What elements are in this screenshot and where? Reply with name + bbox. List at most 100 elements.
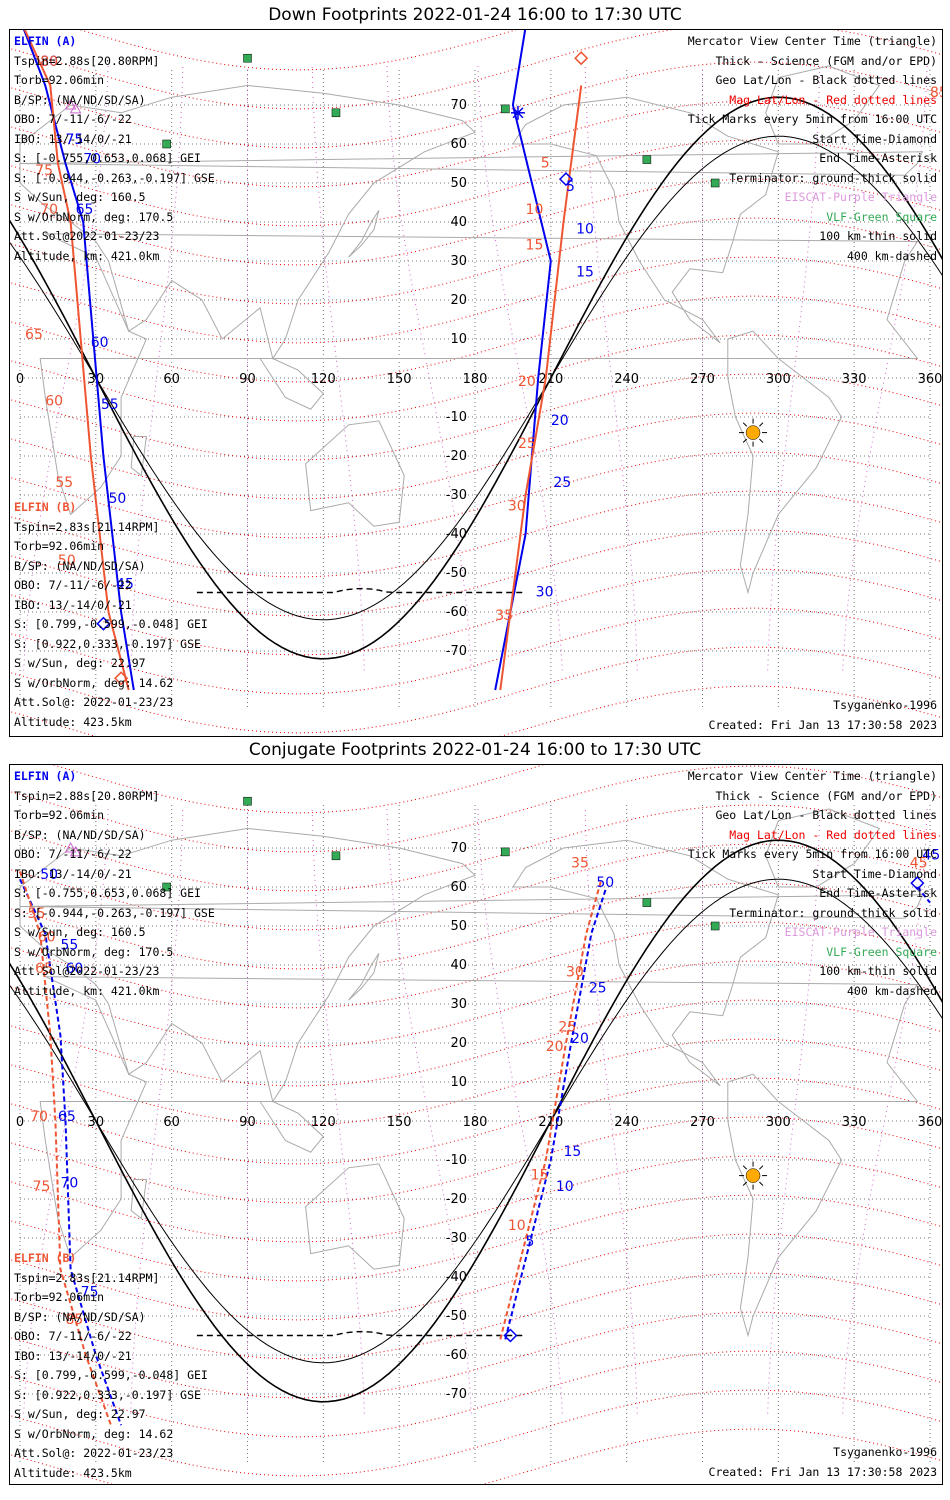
down-footprints-map: 0 30 60 90 120 150 180 210 240 270 300 330 360 70 60 50…	[9, 29, 943, 737]
legend-item: Start Time-Diamond	[812, 866, 937, 881]
mag-parallel	[10, 373, 942, 461]
mag-meridian	[842, 65, 928, 671]
track-a-tick-label: 70	[60, 1175, 78, 1191]
terminator-400km	[196, 1330, 523, 1337]
sun-icon	[745, 1168, 761, 1183]
mag-parallel	[10, 1116, 942, 1204]
coastline	[39, 233, 919, 516]
sun-ray	[759, 438, 764, 443]
lon-tick-label: 60	[163, 1115, 180, 1130]
lat-tick-label: -20	[446, 449, 467, 464]
lat-tick-label: -70	[446, 1387, 467, 1402]
track-b-tick-label: 30	[508, 499, 526, 515]
track-a-tick-label: 10	[556, 1179, 574, 1195]
map-canvas: 0 30 60 90 120 150 180 210 240 270 300 330 360 70 60 50…	[10, 30, 942, 736]
track-a-tick-label: 80	[40, 54, 58, 70]
mag-parallel	[10, 529, 942, 617]
lat-tick-label: 30	[450, 997, 467, 1012]
info-line: Torb=92.06min	[14, 808, 105, 822]
lon-tick-label: 360	[918, 372, 942, 387]
vlf-station-icon	[162, 882, 171, 892]
info-line: IBO: 13/-14/0/-21	[14, 866, 132, 881]
lon-tick-label: 0	[16, 1115, 24, 1130]
legend-item: Tick Marks every 5min from 16:00 UTC	[687, 112, 937, 126]
mag-parallel	[10, 607, 942, 695]
info-line: S w/OrbNorm, deg: 170.5	[14, 944, 174, 959]
mag-meridian	[584, 65, 638, 671]
mag-parallel	[10, 295, 942, 383]
elfin-a-info: ELFIN (A) Tspin=2.88s[20.80RPM] Torb=92.…	[14, 32, 215, 266]
info-line: S: [-0.944,-0.263,-0.197] GSE	[14, 170, 215, 185]
legend-item: 100 km-thin solid	[819, 229, 937, 243]
track-a-tick-label: 45	[922, 848, 940, 864]
info-line: Tspin=2.83s[21.14RPM]	[14, 1270, 160, 1285]
lat-tick-label: -50	[446, 1309, 467, 1324]
mag-meridian	[767, 65, 821, 671]
legend-item: Geo Lat/Lon - Black dotted lines	[715, 73, 937, 87]
coastline	[511, 96, 779, 344]
track-b-left	[23, 30, 130, 691]
sun-ray	[759, 1165, 764, 1170]
legend: Mercator View Center Time (triangle) Thi…	[688, 767, 937, 1001]
track-a-tick-label: 15	[576, 265, 594, 281]
track-b-tick-label: 75	[35, 163, 53, 179]
eiscat-station-icon	[64, 841, 77, 853]
coastline	[19, 84, 476, 360]
legend-item: 100 km-thin solid	[819, 964, 937, 978]
mag-parallel	[10, 1194, 942, 1282]
lon-tick-label: 120	[311, 1115, 336, 1130]
lat-tick-label: 70	[450, 98, 467, 113]
info-line: S w/OrbNorm, deg: 170.5	[14, 209, 174, 224]
lon-tick-label: 150	[387, 372, 412, 387]
elfin-b-info: ELFIN (B) Tspin=2.83s[21.14RPM] Torb=92.…	[14, 1249, 208, 1483]
lon-tick-label: 210	[538, 372, 563, 387]
start-diamond-icon	[503, 1328, 518, 1343]
track-b-tick-label: 60	[38, 930, 56, 946]
vlf-station-icon	[501, 847, 510, 857]
sun-ray	[742, 1165, 748, 1170]
sun-ray	[742, 422, 748, 427]
lon-tick-label: 90	[239, 372, 256, 387]
lon-tick-label: 150	[387, 1115, 412, 1130]
mag-parallel	[10, 1155, 942, 1243]
track-a-tick-label: 50	[596, 875, 614, 891]
info-line: Att.Sol@: 2022-01-23/23	[14, 1446, 174, 1460]
track-a-tick-label: 5	[526, 1234, 535, 1250]
info-line: OBO: 7/-11/-6/-22	[14, 1329, 132, 1343]
track-b-tick-label: 80	[40, 54, 58, 70]
lon-tick-label: 330	[842, 372, 867, 387]
lat-tick-label: -30	[446, 1231, 467, 1246]
mag-parallel	[10, 1311, 942, 1399]
mag-parallel	[10, 334, 942, 422]
lat-tick-label: 70	[450, 841, 467, 856]
lat-tick-label: 50	[450, 919, 467, 934]
track-a-tick-label: 25	[553, 475, 571, 491]
info-line: S: [0.799,-0.599,-0.048] GEI	[14, 1368, 208, 1382]
vlf-station-icon	[710, 921, 720, 931]
lon-tick-label: 30	[88, 1115, 105, 1130]
legend-item: Thick - Science (FGM and/or EPD)	[715, 788, 937, 803]
lat-tick-label: 40	[450, 958, 467, 973]
vlf-station-icon	[331, 851, 341, 861]
lon-tick-label: 180	[463, 372, 488, 387]
track-b-tick-label: 30	[566, 965, 584, 981]
track-b-tick-label: 5	[541, 155, 550, 171]
legend-item: 400 km-dashed	[846, 983, 937, 998]
start-diamond-icon	[558, 172, 574, 187]
mag-parallel	[10, 490, 942, 578]
panel-title: Down Footprints 2022-01-24 16:00 to 17:3…	[268, 5, 682, 25]
eiscat-station-icon	[64, 98, 77, 110]
coastline	[765, 808, 881, 888]
terminator-100km	[10, 878, 942, 1364]
legend-item: Terminator: ground-thick solid	[729, 905, 937, 920]
track-a-left	[19, 878, 123, 1426]
info-line: S: [-0.755,0.653,0.068] GEI	[14, 886, 201, 900]
mag-parallel	[10, 921, 942, 1009]
track-a-tick-label: 20	[571, 1031, 589, 1047]
track-a-tick-label: 55	[101, 397, 119, 413]
track-a-tick-label: 75	[66, 132, 84, 148]
legend: Mercator View Center Time (triangle) Thi…	[688, 32, 937, 266]
legend-item: EISCAT-Purple Triangle	[784, 925, 937, 939]
mag-parallel	[10, 1350, 942, 1438]
mag-parallel	[10, 1428, 942, 1484]
